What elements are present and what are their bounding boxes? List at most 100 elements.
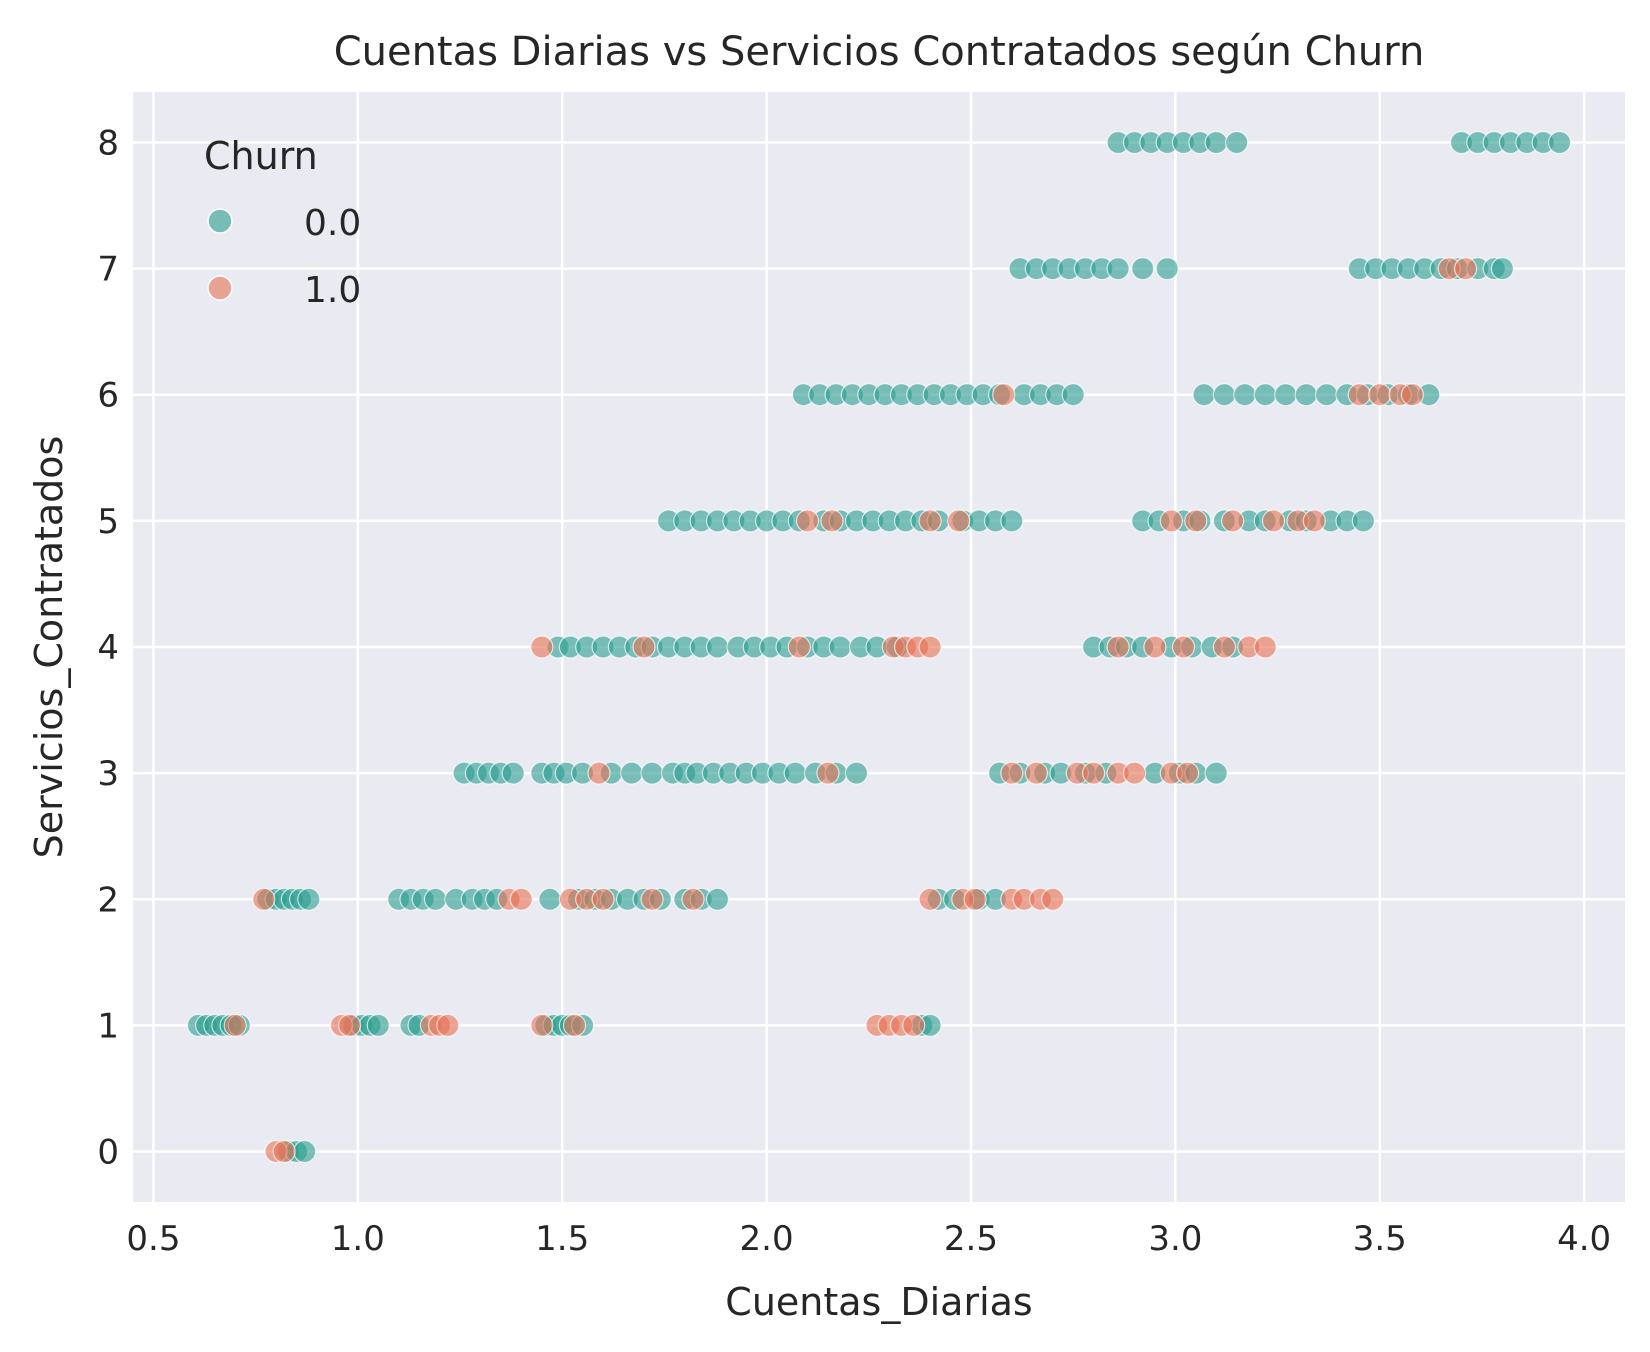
scatter-point-churn-0.0 xyxy=(1294,383,1318,407)
scatter-point-churn-1.0 xyxy=(640,887,664,911)
y-tick-label: 6 xyxy=(97,376,119,416)
y-tick-label: 0 xyxy=(97,1133,119,1173)
scatter-point-churn-1.0 xyxy=(252,887,276,911)
scatter-point-churn-1.0 xyxy=(591,887,615,911)
scatter-point-churn-0.0 xyxy=(620,761,644,785)
y-tick-label: 3 xyxy=(97,754,119,794)
scatter-point-churn-0.0 xyxy=(705,887,730,911)
scatter-point-churn-1.0 xyxy=(918,509,942,533)
x-tick-label: 1.0 xyxy=(331,1219,385,1259)
scatter-point-churn-1.0 xyxy=(223,1013,247,1038)
scatter-point-churn-0.0 xyxy=(783,761,807,785)
scatter-point-churn-1.0 xyxy=(992,383,1016,407)
x-tick-label: 4.0 xyxy=(1557,1219,1611,1259)
scatter-point-churn-0.0 xyxy=(1000,509,1024,533)
scatter-point-churn-1.0 xyxy=(1400,383,1425,407)
scatter-point-churn-0.0 xyxy=(501,761,525,785)
scatter-point-churn-1.0 xyxy=(1106,635,1130,659)
scatter-point-churn-1.0 xyxy=(338,1013,362,1038)
scatter-point-churn-1.0 xyxy=(918,635,942,659)
scatter-point-churn-0.0 xyxy=(1351,509,1376,533)
x-axis-label: Cuentas_Diarias xyxy=(725,1280,1032,1324)
scatter-point-churn-1.0 xyxy=(1122,761,1147,785)
scatter-point-churn-0.0 xyxy=(297,887,321,911)
scatter-point-churn-1.0 xyxy=(587,761,611,785)
scatter-point-churn-0.0 xyxy=(1274,383,1298,407)
scatter-point-churn-0.0 xyxy=(1192,383,1216,407)
legend-marker-churn-0 xyxy=(207,208,233,234)
scatter-point-churn-1.0 xyxy=(1368,383,1392,407)
scatter-point-churn-0.0 xyxy=(1490,257,1515,281)
y-tick-label: 2 xyxy=(97,880,119,920)
legend-label-churn-1: 1.0 xyxy=(304,270,361,311)
scatter-point-churn-0.0 xyxy=(1547,130,1572,155)
scatter-point-churn-1.0 xyxy=(963,887,987,911)
scatter-point-churn-0.0 xyxy=(1061,383,1085,407)
scatter-point-churn-0.0 xyxy=(1314,383,1339,407)
scatter-point-churn-0.0 xyxy=(1204,130,1228,155)
scatter-point-churn-1.0 xyxy=(1000,761,1024,785)
y-axis-label: Servicios_Contratados xyxy=(27,436,71,859)
scatter-point-churn-1.0 xyxy=(1171,635,1196,659)
scatter-point-churn-0.0 xyxy=(844,761,869,785)
scatter-point-churn-0.0 xyxy=(366,1013,390,1038)
scatter-point-churn-0.0 xyxy=(1253,383,1277,407)
scatter-point-churn-1.0 xyxy=(795,509,820,533)
scatter-point-churn-1.0 xyxy=(436,1013,460,1038)
y-tick-label: 1 xyxy=(97,1006,119,1046)
scatter-point-churn-1.0 xyxy=(681,887,705,911)
x-tick-label: 3.0 xyxy=(1148,1219,1202,1259)
y-tick-label: 8 xyxy=(97,123,119,163)
data-points xyxy=(186,130,1572,1164)
scatter-point-churn-0.0 xyxy=(1212,383,1237,407)
scatter-point-churn-1.0 xyxy=(530,635,554,659)
scatter-point-churn-0.0 xyxy=(705,635,730,659)
y-tick-label: 4 xyxy=(97,628,119,668)
scatter-point-churn-0.0 xyxy=(828,635,852,659)
legend-title: Churn xyxy=(204,134,318,178)
scatter-point-churn-0.0 xyxy=(1155,257,1179,281)
scatter-point-churn-1.0 xyxy=(1261,509,1286,533)
scatter-point-churn-1.0 xyxy=(272,1139,296,1164)
scatter-point-churn-0.0 xyxy=(1233,383,1257,407)
scatter-point-churn-1.0 xyxy=(1212,635,1237,659)
scatter-point-churn-1.0 xyxy=(820,509,844,533)
scatter-point-churn-0.0 xyxy=(1204,761,1228,785)
scatter-point-churn-0.0 xyxy=(1106,257,1130,281)
scatter-point-churn-1.0 xyxy=(1184,509,1208,533)
scatter-point-churn-0.0 xyxy=(640,761,664,785)
scatter-point-churn-1.0 xyxy=(1253,635,1277,659)
x-tick-label: 1.5 xyxy=(535,1219,589,1259)
scatter-point-churn-1.0 xyxy=(1081,761,1106,785)
scatter-point-churn-1.0 xyxy=(1347,383,1371,407)
scatter-point-churn-0.0 xyxy=(1131,257,1155,281)
scatter-point-churn-1.0 xyxy=(1175,761,1200,785)
scatter-point-churn-0.0 xyxy=(538,887,562,911)
y-tick-label: 5 xyxy=(97,502,119,542)
x-tick-labels: 0.5 1.0 1.5 2.0 2.5 3.0 3.5 4.0 xyxy=(126,1219,1611,1259)
legend-marker-churn-1 xyxy=(207,275,233,301)
scatter-point-churn-1.0 xyxy=(918,887,942,911)
x-tick-label: 2.0 xyxy=(740,1219,794,1259)
scatter-point-churn-1.0 xyxy=(947,509,971,533)
legend: Churn 0.0 1.0 xyxy=(204,134,361,311)
x-tick-label: 0.5 xyxy=(126,1219,180,1259)
legend-label-churn-0: 0.0 xyxy=(304,203,361,244)
scatter-point-churn-0.0 xyxy=(293,1139,317,1164)
scatter-point-churn-1.0 xyxy=(632,635,656,659)
y-tick-labels: 0 1 2 3 4 5 6 7 8 xyxy=(97,123,119,1172)
scatter-point-churn-1.0 xyxy=(1159,509,1183,533)
scatter-point-churn-1.0 xyxy=(562,1013,587,1038)
scatter-point-churn-1.0 xyxy=(509,887,533,911)
scatter-point-churn-1.0 xyxy=(787,635,811,659)
x-tick-label: 2.5 xyxy=(944,1219,998,1259)
scatter-point-churn-1.0 xyxy=(1453,257,1478,281)
scatter-point-churn-1.0 xyxy=(530,1013,554,1038)
scatter-point-churn-0.0 xyxy=(1225,130,1249,155)
scatter-point-churn-1.0 xyxy=(1220,509,1245,533)
x-tick-label: 3.5 xyxy=(1353,1219,1407,1259)
chart-title: Cuentas Diarias vs Servicios Contratados… xyxy=(334,29,1425,75)
scatter-point-churn-1.0 xyxy=(1302,509,1326,533)
scatter-point-churn-1.0 xyxy=(1143,635,1167,659)
